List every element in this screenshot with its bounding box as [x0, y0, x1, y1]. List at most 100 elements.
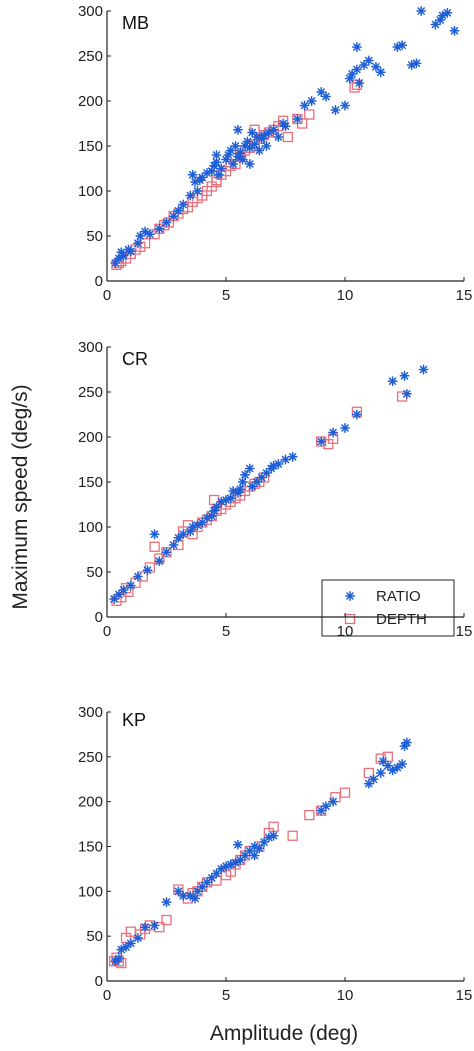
ratio-point: [173, 532, 184, 543]
y-tick-label: 100: [78, 519, 103, 536]
ratio-point: [280, 121, 291, 132]
ratio-point: [273, 459, 284, 469]
ratio-point: [416, 6, 427, 16]
ratio-point: [249, 850, 260, 861]
ratio-point: [144, 229, 155, 240]
ratio-point: [225, 493, 236, 504]
ratio-point: [321, 91, 331, 102]
depth-point: [304, 809, 315, 821]
ratio-point: [292, 114, 303, 124]
ratio-point: [449, 25, 460, 36]
ratio-point: [161, 217, 172, 228]
ratio-point: [401, 388, 412, 399]
ratio-point: [306, 96, 317, 106]
ratio-point: [375, 67, 386, 78]
y-tick-label: 200: [78, 794, 103, 811]
ratio-point: [392, 762, 403, 773]
x-axis-label: Amplitude (deg): [210, 1022, 358, 1045]
ratio-point: [211, 502, 222, 513]
depth-point: [304, 109, 315, 120]
y-tick-label: 200: [78, 93, 103, 110]
ratio-point: [321, 801, 331, 812]
ratio-point: [442, 7, 453, 18]
ratio-point: [230, 141, 241, 151]
ratio-point: [113, 953, 124, 964]
ratio-point: [178, 529, 189, 540]
ratio-point: [254, 843, 265, 854]
ratio-point: [178, 199, 189, 210]
x-tick-label: 5: [222, 287, 230, 304]
legend-box: [321, 579, 455, 637]
depth-point: [339, 787, 351, 798]
ratio-point: [351, 409, 362, 420]
ratio-point: [132, 571, 143, 582]
ratio-point: [340, 423, 350, 433]
depth-point: [282, 131, 294, 143]
ratio-point: [430, 19, 441, 30]
ratio-point: [149, 529, 160, 540]
ratio-point: [244, 142, 255, 153]
ratio-point: [328, 796, 339, 807]
ratio-point: [340, 100, 350, 111]
ratio-point: [161, 897, 172, 908]
y-tick-label: 50: [86, 228, 103, 245]
legend-marker-depth: [344, 613, 356, 625]
ratio-point: [149, 920, 160, 931]
y-tick-label: 150: [78, 474, 103, 491]
legend-marker-ratio: [345, 591, 355, 601]
ratio-point: [240, 469, 250, 480]
panel-cr: CR RATIO DEPTH 0 50 100 150 200 250 300 0 5 10 15: [78, 339, 472, 640]
ratio-point: [397, 759, 408, 769]
y-tick-label: 250: [78, 749, 103, 766]
ratio-point: [397, 40, 408, 51]
y-tick-label: 300: [78, 339, 103, 356]
y-tick-label: 100: [78, 183, 103, 200]
ratio-point: [261, 141, 272, 151]
panel-mb: MB 0 50 100 150 200 250 300 0 5 10 15: [78, 3, 472, 304]
y-tick-label: 150: [78, 138, 103, 155]
ratio-point: [330, 105, 341, 115]
ratio-point: [268, 124, 279, 135]
y-tick-label: 50: [86, 564, 103, 581]
panel-label-mb: MB: [122, 13, 149, 33]
x-tick-label: 5: [222, 623, 230, 640]
ratio-point: [375, 768, 386, 778]
ratio-point: [237, 154, 248, 165]
ratio-point: [235, 484, 246, 495]
y-tick-label: 100: [78, 883, 103, 900]
ratio-point: [118, 250, 129, 261]
ratio-point: [232, 839, 243, 850]
depth-point: [211, 175, 222, 186]
ratio-point: [132, 238, 143, 249]
ratio-point: [268, 830, 279, 841]
ratio-point: [211, 157, 222, 168]
legend-label-depth: DEPTH: [376, 611, 427, 628]
ratio-point: [418, 364, 429, 375]
ratio-point: [173, 205, 184, 216]
ratio-point: [187, 169, 198, 180]
ratio-point: [244, 463, 255, 474]
ratio-point: [387, 376, 398, 387]
ratio-point: [237, 477, 248, 487]
ratio-point: [299, 100, 310, 111]
y-tick-label: 200: [78, 429, 103, 446]
x-tick-label: 15: [456, 623, 473, 640]
ratio-point: [125, 246, 136, 257]
depth-point: [149, 541, 160, 552]
depth-point: [161, 914, 172, 926]
x-tick-label: 0: [103, 987, 111, 1004]
ratio-point: [118, 585, 129, 595]
ratio-point: [351, 42, 362, 52]
panel-label-cr: CR: [122, 349, 148, 369]
ratio-point: [132, 933, 143, 943]
y-tick-label: 0: [95, 609, 103, 626]
ratio-point: [125, 938, 136, 949]
legend-square-icon: [344, 613, 356, 625]
x-tick-label: 15: [456, 287, 473, 304]
ratio-point: [125, 580, 136, 591]
x-tick-label: 10: [337, 987, 354, 1004]
x-tick-label: 15: [456, 987, 473, 1004]
ratio-point: [247, 481, 258, 492]
ratio-point: [232, 124, 243, 135]
